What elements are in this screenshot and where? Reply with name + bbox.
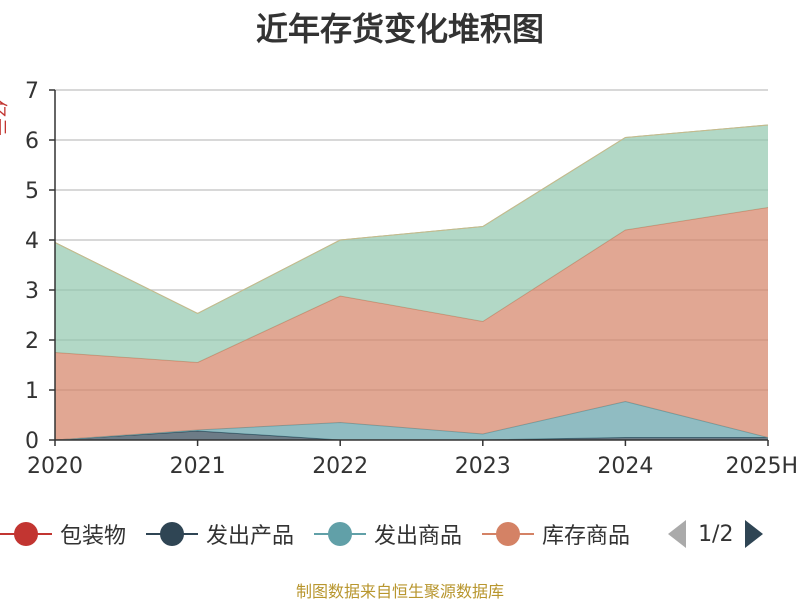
y-tick-label: 1 <box>25 379 39 404</box>
legend-label: 库存商品 <box>542 524 631 549</box>
legend-label: 发出产品 <box>206 524 295 549</box>
y-tick-label: 2 <box>25 329 39 354</box>
chart-title: 近年存货变化堆积图 <box>255 10 544 48</box>
legend-item-fachushangpin[interactable]: 发出商品 <box>314 518 462 550</box>
pager-text: 1/2 <box>698 521 734 547</box>
x-tick-label: 2023 <box>455 454 511 479</box>
legend-pager: 1/2 <box>668 520 764 548</box>
legend-marker <box>0 520 52 548</box>
area-series-2[interactable] <box>55 401 768 441</box>
x-tick-label: 2025H <box>725 454 798 479</box>
legend-label: 发出商品 <box>374 524 463 549</box>
x-tick-label: 2020 <box>27 454 83 479</box>
legend-marker <box>314 520 367 548</box>
x-tick-label: 2022 <box>312 454 368 479</box>
y-tick-label: 5 <box>25 179 39 204</box>
y-tick-label: 3 <box>25 279 39 304</box>
x-tick-label: 2024 <box>597 454 653 479</box>
y-tick-label: 6 <box>25 129 39 154</box>
y-axis-label: 亿元 <box>0 100 8 136</box>
y-tick-label: 0 <box>25 429 39 454</box>
legend: 包装物 发出产品 发出商品 库存商品 1/2 <box>0 516 800 552</box>
pager-next-icon[interactable] <box>745 520 764 548</box>
legend-marker <box>482 520 535 548</box>
legend-marker <box>146 520 199 548</box>
footer-source: 制图数据来自恒生聚源数据库 <box>295 582 504 601</box>
y-tick-label: 7 <box>25 79 39 104</box>
area-series-3[interactable] <box>55 207 768 441</box>
legend-item-fachuchanpin[interactable]: 发出产品 <box>146 518 294 550</box>
x-tick-label: 2021 <box>170 454 226 479</box>
total-outline <box>54 124 769 315</box>
legend-label: 包装物 <box>60 524 127 549</box>
pager-prev-icon[interactable] <box>668 520 687 548</box>
y-tick-label: 4 <box>25 229 39 254</box>
legend-item-baozhuangwu[interactable]: 包装物 <box>0 518 126 550</box>
legend-item-kucunshangpin[interactable]: 库存商品 <box>482 518 630 550</box>
area-series-4[interactable] <box>55 125 768 363</box>
